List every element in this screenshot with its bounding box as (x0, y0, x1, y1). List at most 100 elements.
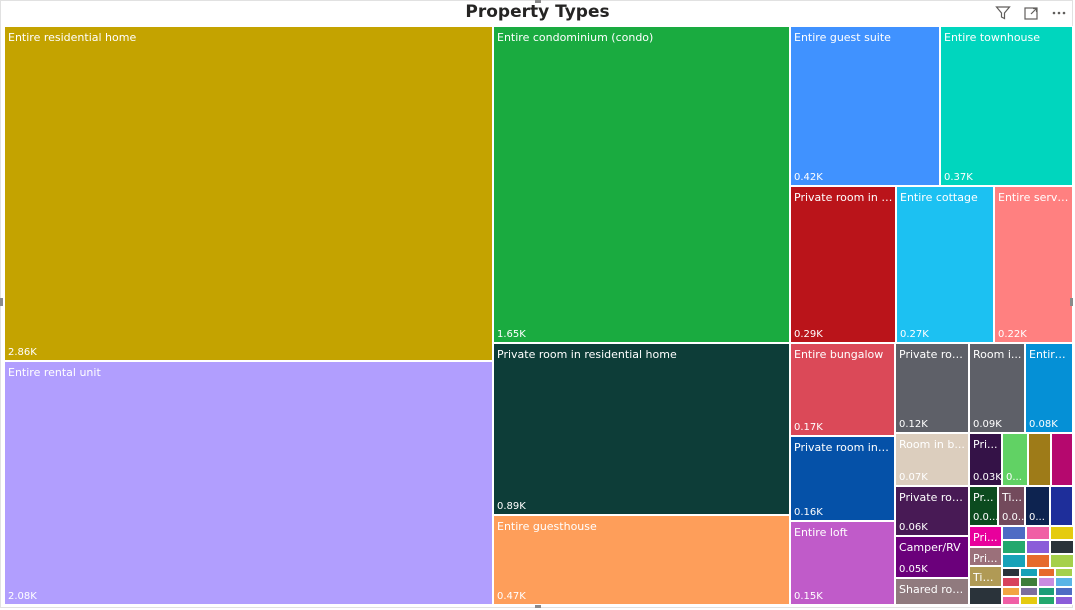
treemap-tile[interactable]: Entire guest suite 0.42K (790, 26, 940, 186)
tile-value-label: 0.07K (899, 472, 928, 483)
tile-label: Pri... (973, 438, 998, 451)
tile-label: Entire rental unit (8, 366, 101, 379)
treemap-tile[interactable] (1028, 433, 1051, 486)
more-options-icon[interactable] (1049, 3, 1069, 23)
treemap-tile[interactable]: Entire condominium (condo) 1.65K (493, 26, 790, 343)
treemap-tile[interactable]: Private room in residential home 0.89K (493, 343, 790, 515)
treemap-tile[interactable]: Entire cottage 0.27K (896, 186, 994, 343)
treemap-tile[interactable] (1050, 540, 1074, 554)
treemap-tile[interactable]: Entire guesthouse 0.47K (493, 515, 790, 605)
focus-mode-icon[interactable] (1021, 3, 1041, 23)
treemap-tile[interactable] (1055, 577, 1073, 587)
resize-handle-right[interactable] (1070, 298, 1073, 306)
tile-label: Entire condominium (condo) (497, 31, 654, 44)
tile-value-label: 0.09K (973, 419, 1002, 430)
treemap-tile[interactable] (1026, 526, 1050, 540)
tile-label: Camper/RV (899, 541, 961, 554)
treemap-tile[interactable]: Pri... 0.03K (969, 433, 1002, 486)
tile-label: Private room in residential home (497, 348, 677, 361)
treemap-tile[interactable] (1050, 486, 1073, 526)
treemap-tile[interactable] (1019, 595, 1038, 605)
treemap-tile[interactable] (969, 587, 1002, 605)
treemap-tile[interactable]: Shared roo... (895, 578, 969, 605)
treemap-tile[interactable]: Entire bungalow 0.17K (790, 343, 895, 436)
tile-value-label: 1.65K (497, 329, 526, 340)
treemap-tile[interactable]: Pr... 0.0... (969, 486, 998, 526)
treemap-tile[interactable] (1002, 540, 1026, 554)
tile-label: Entire townhouse (944, 31, 1041, 44)
treemap-tile[interactable]: Pri... (969, 547, 1002, 566)
tile-label: Entire bungalow (794, 348, 884, 361)
treemap-tile[interactable] (1026, 540, 1050, 554)
treemap-tile[interactable] (1055, 586, 1073, 596)
tile-label: Ti... (1002, 491, 1022, 504)
treemap-tile[interactable] (1019, 586, 1038, 596)
visual-header-toolbar (993, 3, 1069, 23)
tile-label: Pri... (973, 531, 998, 544)
treemap-tile[interactable]: Camper/RV 0.05K (895, 536, 969, 578)
tile-label: Private roo... (899, 491, 966, 504)
tile-label: Entire servic... (998, 191, 1070, 204)
tile-label: Entire loft (794, 526, 848, 539)
treemap-tile[interactable]: Private roo... 0.12K (895, 343, 969, 433)
tile-value-label: 0.03K (973, 472, 1002, 483)
treemap-tile[interactable] (1037, 586, 1056, 596)
tile-label: Entire guest suite (794, 31, 891, 44)
filter-icon[interactable] (993, 3, 1013, 23)
tile-value-label: 2.08K (8, 591, 37, 602)
treemap-tile[interactable] (1002, 554, 1026, 568)
treemap-tile[interactable] (1019, 568, 1038, 578)
treemap-tile[interactable]: Entire rental unit 2.08K (4, 361, 493, 605)
treemap-tile[interactable] (1002, 595, 1020, 605)
treemap-tile[interactable] (1050, 526, 1074, 540)
tile-value-label: 0.47K (497, 591, 526, 602)
tile-label: Private room in c... (794, 441, 892, 454)
resize-handle-bottom[interactable] (535, 605, 541, 608)
tile-value-label: 0.0... (1002, 512, 1025, 523)
treemap-tile[interactable] (1002, 577, 1020, 587)
treemap-tile[interactable]: Ti... 0.0... (998, 486, 1025, 526)
treemap-tile[interactable] (1019, 577, 1038, 587)
treemap-tile[interactable]: Private roo... 0.06K (895, 486, 969, 536)
resize-handle-left[interactable] (0, 298, 3, 306)
treemap-tile[interactable]: Entire residential home 2.86K (4, 26, 493, 361)
tile-label: Private roo... (899, 348, 966, 361)
tile-label: Entire residential home (8, 31, 137, 44)
treemap-tile[interactable]: Entire townhouse 0.37K (940, 26, 1073, 186)
treemap-tile[interactable] (1050, 554, 1074, 568)
treemap-tile[interactable]: Room in b... 0.07K (895, 433, 969, 486)
tile-value-label: 0.27K (900, 329, 929, 340)
resize-handle-top[interactable] (535, 0, 541, 3)
treemap-tile[interactable]: Tin... (969, 566, 1002, 587)
treemap-tile[interactable]: Room i... 0.09K (969, 343, 1025, 433)
treemap-tile[interactable]: 0... (1025, 486, 1050, 526)
treemap-tile[interactable] (1026, 554, 1050, 568)
treemap-tile[interactable] (1055, 568, 1073, 578)
treemap-tile[interactable]: Entire... 0.08K (1025, 343, 1073, 433)
treemap-tile[interactable] (1055, 595, 1073, 605)
treemap-tile[interactable] (1002, 568, 1020, 578)
treemap-tile[interactable]: 0... (1002, 433, 1028, 486)
tile-value-label: 0.15K (794, 591, 823, 602)
treemap-tile[interactable] (1051, 433, 1073, 486)
treemap-tile[interactable] (1002, 586, 1020, 596)
tile-value-label: 2.86K (8, 347, 37, 358)
treemap-tile[interactable]: Private room in re... 0.29K (790, 186, 896, 343)
tile-value-label: 0.89K (497, 501, 526, 512)
tile-value-label: 0.37K (944, 172, 973, 183)
tile-label: Room i... (973, 348, 1022, 361)
treemap-tile[interactable]: Pri... (969, 526, 1002, 547)
treemap-tile[interactable] (1037, 595, 1056, 605)
treemap-tile[interactable]: Private room in c... 0.16K (790, 436, 895, 521)
tile-label: Pri... (973, 552, 998, 565)
tile-value-label: 0.42K (794, 172, 823, 183)
tile-value-label: 0.0... (973, 512, 998, 523)
treemap-tile[interactable]: Entire servic... 0.22K (994, 186, 1073, 343)
treemap-tile[interactable] (1037, 577, 1056, 587)
tile-value-label: 0.08K (1029, 419, 1058, 430)
treemap-tile[interactable]: Entire loft 0.15K (790, 521, 895, 605)
treemap-tile[interactable] (1002, 526, 1026, 540)
tile-label: Shared roo... (899, 583, 966, 596)
treemap-tile[interactable] (1037, 568, 1056, 578)
